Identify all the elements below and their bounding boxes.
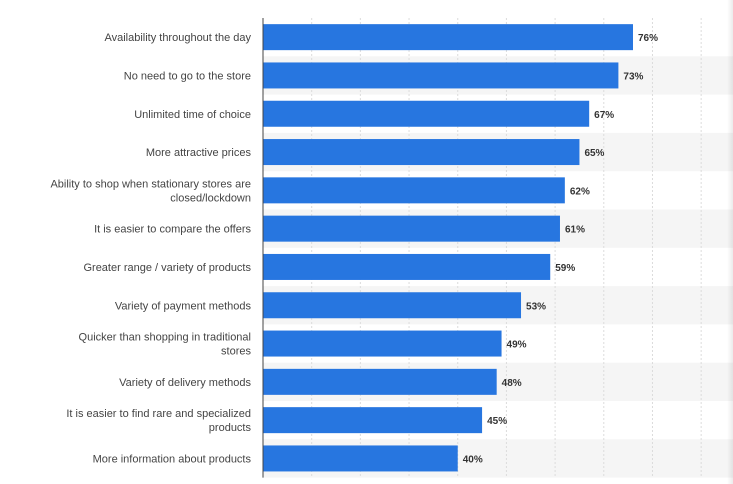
category-label: No need to go to the store [124, 70, 251, 82]
value-label: 65% [584, 148, 604, 159]
category-label: Unlimited time of choice [134, 109, 251, 121]
bar[interactable] [263, 330, 502, 357]
category-label: More attractive prices [146, 147, 252, 159]
category-label: Availability throughout the day [104, 32, 251, 44]
gridlines [311, 18, 702, 478]
panel-edge-shadow [727, 0, 733, 484]
bar[interactable] [263, 24, 633, 51]
bar[interactable] [263, 368, 497, 395]
value-label: 49% [507, 340, 527, 351]
bar[interactable] [263, 177, 565, 204]
value-label: 40% [463, 454, 483, 465]
category-label: Variety of payment methods [115, 300, 252, 312]
value-label: 67% [594, 110, 614, 121]
category-label: More information about products [93, 453, 252, 465]
bar[interactable] [263, 253, 551, 280]
value-label: 76% [638, 33, 658, 44]
category-label: Variety of delivery methods [119, 377, 251, 389]
bar[interactable] [263, 139, 580, 166]
value-label: 59% [555, 263, 575, 274]
value-labels: 76% 73% 67% 65% 62% 61% 59% 53% 49% 48% 45% 40% [463, 33, 658, 465]
bar[interactable] [263, 445, 458, 472]
category-label: Greater range / variety of products [83, 262, 251, 274]
bar[interactable] [263, 100, 590, 127]
category-label: Quicker than shopping in traditional stor… [79, 332, 252, 358]
bar[interactable] [263, 407, 483, 434]
bar[interactable] [263, 62, 619, 89]
bars [263, 24, 633, 472]
value-label: 62% [570, 186, 590, 197]
category-labels: Availability throughout the day No need t… [50, 32, 251, 465]
value-label: 45% [487, 416, 507, 427]
value-label: 53% [526, 301, 546, 312]
value-label: 48% [502, 378, 522, 389]
bar[interactable] [263, 292, 522, 319]
bar[interactable] [263, 215, 560, 242]
category-label: It is easier to find rare and specialize… [66, 408, 251, 434]
value-label: 73% [623, 71, 643, 82]
value-label: 61% [565, 225, 585, 236]
category-label: Ability to shop when stationary stores a… [50, 178, 251, 204]
category-label: It is easier to compare the offers [94, 224, 251, 236]
